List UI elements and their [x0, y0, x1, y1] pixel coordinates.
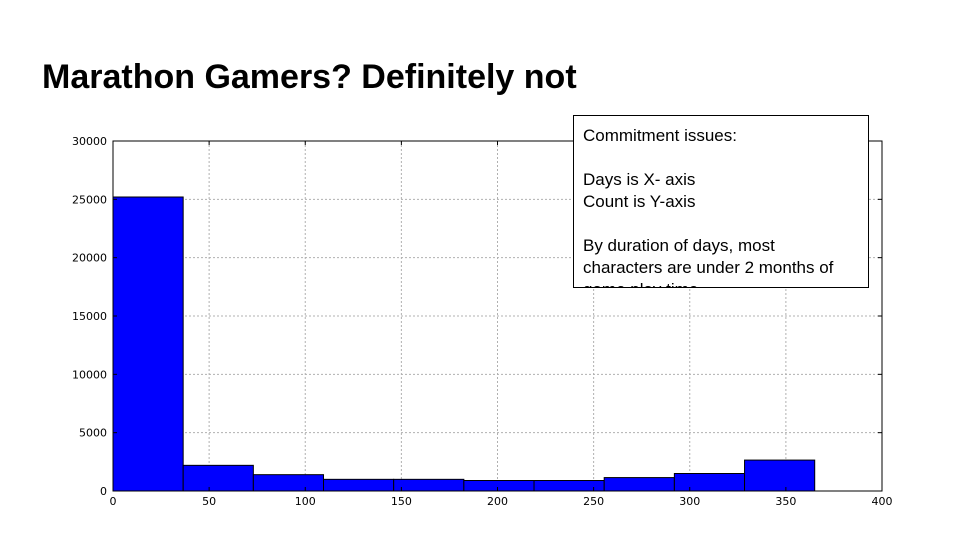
histogram-bar	[323, 478, 395, 492]
y-tick-label: 20000	[72, 252, 107, 265]
axis-ticks: 0 50 100 150 200 250 300 350 400 0 5000 10000 15000 2…	[72, 135, 893, 508]
y-tick-label: 5000	[79, 427, 107, 440]
x-tick-label: 200	[487, 495, 508, 508]
x-tick-label: 300	[679, 495, 700, 508]
histogram-bar	[112, 196, 184, 492]
x-tick-label: 100	[295, 495, 316, 508]
y-tick-label: 30000	[72, 135, 107, 148]
histogram-bar	[673, 473, 746, 492]
x-tick-label: 50	[202, 495, 216, 508]
x-tick-label: 400	[872, 495, 893, 508]
note-summary-line-2: characters are under 2 months of	[583, 258, 834, 277]
histogram-bar	[463, 480, 535, 492]
y-tick-label: 10000	[72, 368, 107, 381]
histogram-bar	[744, 459, 816, 492]
note-summary-line-1: By duration of days, most	[583, 236, 775, 255]
note-summary-line-3: game play time	[583, 279, 859, 287]
slide-title: Marathon Gamers? Definitely not	[42, 58, 577, 96]
y-tick-label: 15000	[72, 310, 107, 323]
x-tick-label: 250	[583, 495, 604, 508]
note-y-axis: Count is Y-axis	[583, 192, 696, 211]
y-tick-label: 25000	[72, 193, 107, 206]
histogram-bar	[393, 478, 465, 492]
x-tick-label: 150	[391, 495, 412, 508]
histogram-bar	[603, 477, 675, 492]
x-tick-label: 350	[775, 495, 796, 508]
grid-lines	[113, 141, 882, 491]
histogram-bar	[182, 464, 254, 492]
y-tick-label: 0	[100, 485, 107, 498]
commitment-note-box: Commitment issues: Days is X- axis Count…	[573, 115, 869, 288]
note-heading: Commitment issues:	[583, 126, 737, 145]
note-blank-line	[583, 147, 859, 169]
x-tick-label: 0	[110, 495, 117, 508]
histogram-bar	[252, 474, 325, 492]
note-x-axis: Days is X- axis	[583, 170, 696, 189]
note-blank-line	[583, 213, 859, 235]
